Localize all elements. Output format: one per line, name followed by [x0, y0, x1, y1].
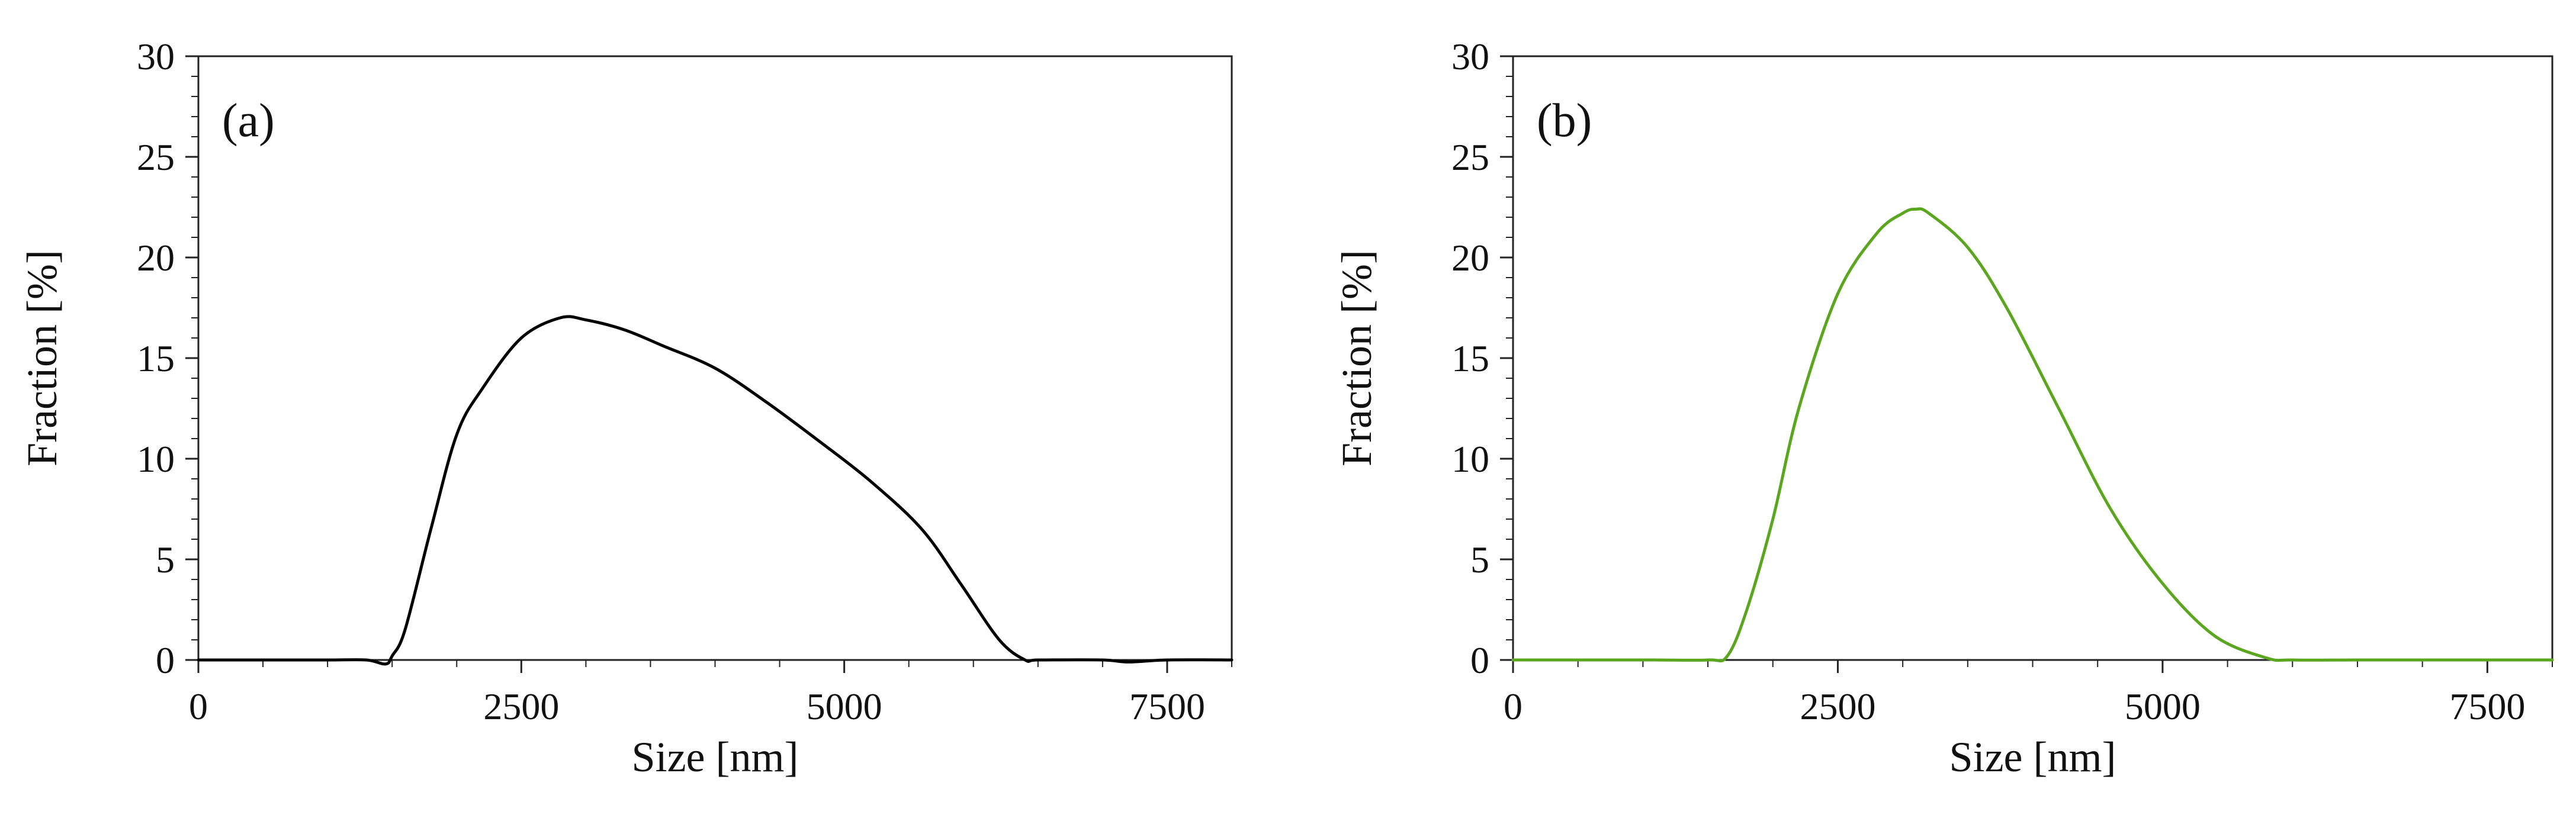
y-tick-label: 25	[137, 136, 175, 178]
series-line	[197, 315, 1234, 666]
y-tick-label: 15	[137, 337, 175, 379]
series-line	[1511, 207, 2554, 663]
x-tick-label: 2500	[1800, 685, 1875, 727]
chart-panel-1: 0 5 10 15 20 25 30 0 2500 5000 7500 Size [nm] Fracti…	[18, 36, 1234, 781]
y-tick-label: 15	[1451, 337, 1489, 379]
y-tick-label: 20	[137, 237, 175, 279]
y-axis-title: Fraction [%]	[1333, 250, 1380, 466]
x-axis-title: Size [nm]	[1949, 733, 2116, 781]
y-tick-label: 25	[1451, 136, 1489, 178]
x-tick-label: 2500	[483, 685, 559, 727]
y-axis-title: Fraction [%]	[18, 250, 66, 466]
y-tick-label: 5	[156, 539, 175, 581]
x-tick-label: 5000	[807, 685, 882, 727]
x-tick-label: 0	[189, 685, 208, 727]
y-tick-label: 5	[1470, 539, 1489, 581]
y-tick-label: 20	[1451, 237, 1489, 279]
x-tick-label: 0	[1504, 685, 1523, 727]
x-tick-label: 5000	[2125, 685, 2201, 727]
x-tick-label: 7500	[1129, 685, 1205, 727]
plot-frame	[197, 55, 1233, 661]
y-tick-label: 10	[1451, 438, 1489, 480]
y-tick-label: 30	[1451, 36, 1489, 78]
y-tick-label: 0	[1470, 639, 1489, 681]
y-tick-label: 30	[137, 36, 175, 78]
chart-panel-2: 0 5 10 15 20 25 30 0 2500 5000 7500 Size [nm] Fracti…	[1333, 36, 2554, 781]
panel-label: (b)	[1537, 95, 1592, 147]
x-axis-title: Size [nm]	[632, 733, 799, 781]
x-tick-label: 7500	[2449, 685, 2525, 727]
y-tick-label: 10	[137, 438, 175, 480]
panel-label: (a)	[222, 95, 275, 147]
y-tick-label: 0	[156, 639, 175, 681]
